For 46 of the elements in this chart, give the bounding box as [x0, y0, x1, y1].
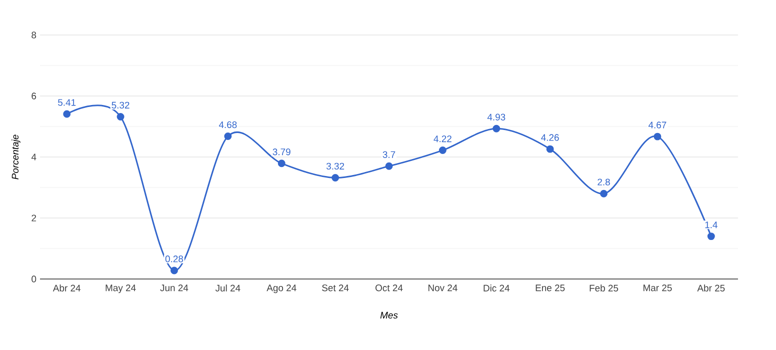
data-label: 4.93	[487, 114, 506, 120]
point	[332, 174, 340, 182]
point	[116, 113, 124, 120]
x-tick-label: Abr 25	[697, 284, 725, 292]
x-tick-label: Set 24	[322, 284, 349, 292]
data-label: 2.8	[598, 178, 610, 186]
point	[170, 266, 178, 274]
x-tick-label: Ene 25	[536, 284, 565, 292]
x-tick-label: Jun 24	[160, 284, 188, 292]
data-label: 4.22	[434, 135, 452, 142]
data-label: 3.7	[382, 151, 396, 158]
point	[654, 132, 662, 140]
x-tick-label: Feb 25	[590, 284, 618, 292]
data-label: 0.28	[165, 256, 184, 262]
data-label: 1.4	[705, 222, 718, 228]
data-label: 3.32	[326, 162, 344, 170]
x-tick-label: Jul 24	[215, 284, 240, 292]
data-label: 5.41	[58, 99, 76, 106]
x-axis-title: Mes	[380, 312, 398, 319]
x-tick-label: Dic 24	[484, 284, 510, 292]
x-tick-label: Abr 24	[52, 284, 80, 292]
point	[224, 132, 232, 140]
x-tick-label: May 24	[106, 284, 136, 294]
y-axis-title: Porcentaje	[12, 134, 20, 180]
point	[600, 190, 608, 198]
y-tick-label: 2	[32, 214, 36, 222]
y-tick-label: 6	[32, 92, 36, 100]
point	[492, 124, 500, 132]
x-tick-label: Oct 24	[376, 284, 403, 292]
y-tick-label: 8	[32, 32, 36, 38]
x-tick-label: Ago 24	[266, 284, 296, 294]
x-tick-label: Mar 25	[644, 284, 672, 292]
x-tick-label: Nov 24	[428, 284, 458, 292]
data-label: 4.68	[218, 121, 237, 128]
y-tick-label: 0	[32, 276, 36, 282]
data-label: 4.26	[541, 134, 559, 141]
point	[385, 162, 393, 170]
data-label: 4.67	[648, 122, 666, 128]
point	[707, 232, 715, 240]
data-label: 5.32	[112, 102, 130, 109]
point	[438, 146, 446, 154]
point	[63, 110, 71, 118]
point	[278, 160, 286, 168]
point	[546, 145, 554, 153]
y-tick-label: 4	[31, 154, 36, 160]
data-label: 3.79	[272, 148, 290, 156]
